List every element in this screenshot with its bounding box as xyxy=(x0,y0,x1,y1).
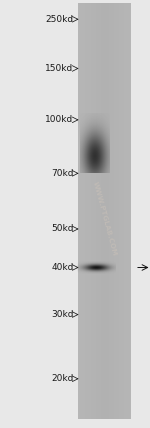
Text: WWW.PTGLAB.COM: WWW.PTGLAB.COM xyxy=(91,180,117,256)
Text: 30kd: 30kd xyxy=(51,310,74,319)
Text: 70kd: 70kd xyxy=(51,169,74,178)
Text: 150kd: 150kd xyxy=(45,64,74,73)
Text: 100kd: 100kd xyxy=(45,115,74,125)
Bar xyxy=(78,4,130,419)
Text: 250kd: 250kd xyxy=(45,15,74,24)
Text: 50kd: 50kd xyxy=(51,224,74,234)
Text: 40kd: 40kd xyxy=(51,263,74,272)
Text: 20kd: 20kd xyxy=(51,374,74,383)
